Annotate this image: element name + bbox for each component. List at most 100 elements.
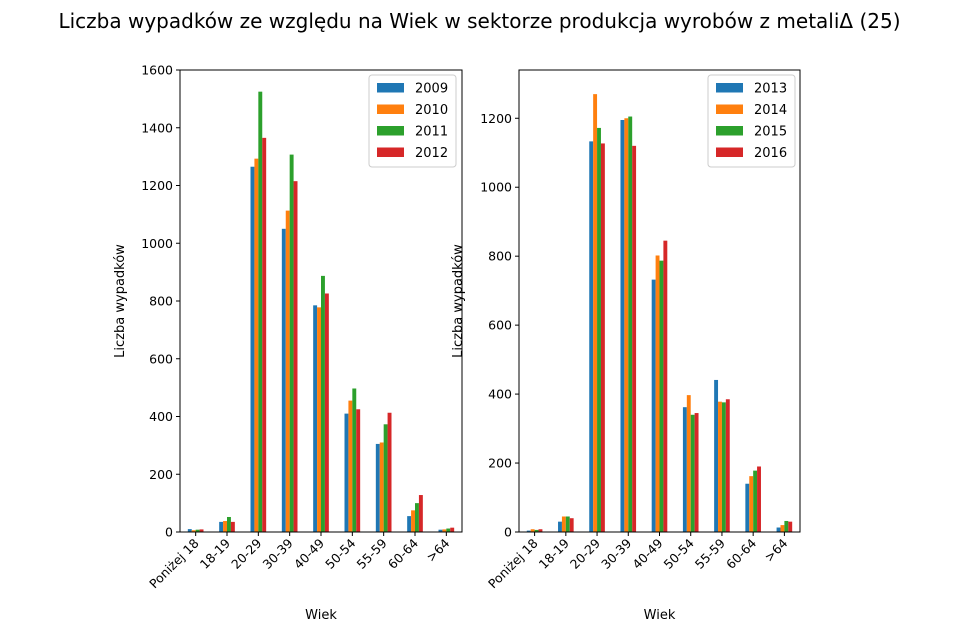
bar-2012-1: [230, 521, 235, 532]
y-tick-label: 1600: [141, 63, 173, 78]
bar-2013-8: [776, 527, 781, 532]
bar-2010-6: [379, 442, 384, 532]
bar-2016-4: [663, 240, 668, 532]
bar-2013-4: [651, 279, 656, 532]
bar-2015-6: [721, 402, 726, 532]
bar-2016-7: [757, 466, 761, 532]
bar-2012-6: [387, 412, 392, 532]
legend-swatch-2014: [716, 104, 743, 114]
x-tick-label: 40-49: [629, 535, 665, 571]
legend-label-2010: 2010: [415, 103, 448, 118]
bar-2016-5: [694, 413, 699, 532]
bar-2009-4: [313, 305, 318, 532]
bar-2010-1: [223, 521, 227, 532]
legend-swatch-2016: [716, 147, 743, 157]
x-tick-label: 20-29: [228, 535, 264, 571]
legend-swatch-2010: [377, 104, 404, 114]
legend-label-2016: 2016: [754, 146, 787, 161]
y-tick-label: 400: [149, 409, 173, 424]
bar-2015-7: [753, 470, 758, 532]
bar-2011-6: [383, 424, 388, 532]
chart-panel-1: 0 200 400 600 800 1000 1200 1400 1600 Poniżej 181…: [113, 63, 463, 623]
y-axis-label: Liczba wypadków: [113, 244, 128, 358]
legend-box: [707, 74, 796, 168]
x-tick-label: Poniżej 18: [146, 535, 202, 591]
bar-2013-6: [714, 379, 719, 532]
bar-2014-3: [624, 118, 629, 533]
x-tick-label: 50-54: [322, 535, 358, 571]
bar-2009-3: [281, 228, 286, 532]
bar-2016-8: [788, 521, 793, 532]
bar-2014-4: [655, 255, 660, 533]
bar-2016-6: [725, 399, 730, 532]
legend-label-2012: 2012: [415, 146, 448, 161]
x-tick-label: 55-59: [353, 535, 389, 571]
y-tick-label: 800: [488, 249, 512, 264]
bar-2015-2: [597, 127, 601, 533]
x-axis-label: Wiek: [644, 608, 676, 623]
bar-2009-7: [407, 516, 412, 532]
bar-2015-3: [628, 116, 633, 532]
legend: 2013 2014 2015 2016: [707, 74, 796, 168]
bar-2012-8: [450, 527, 455, 532]
x-tick-label: 20-29: [567, 535, 603, 571]
legend-swatch-2015: [716, 126, 743, 136]
bar-2010-8: [442, 529, 447, 532]
y-tick-label: 600: [149, 351, 173, 366]
legend-swatch-2011: [377, 126, 404, 136]
bar-2014-5: [686, 395, 691, 532]
bar-2011-0: [195, 529, 200, 532]
legend-box: [368, 74, 457, 168]
bar-2012-3: [293, 181, 298, 533]
bar-2010-3: [285, 210, 290, 532]
bar-2009-8: [438, 529, 443, 532]
bar-2012-4: [324, 293, 329, 532]
bar-2013-3: [620, 119, 625, 533]
x-tick-label: >64: [761, 535, 790, 564]
bar-2016-0: [538, 529, 543, 532]
legend-swatch-2012: [377, 147, 404, 157]
bar-2013-7: [745, 483, 750, 532]
bar-2009-0: [187, 529, 192, 532]
bar-2011-3: [289, 154, 294, 532]
bar-2015-1: [565, 516, 570, 532]
y-tick-label: 1400: [141, 120, 173, 135]
y-tick-label: 0: [504, 525, 512, 540]
y-tick-label: 1200: [480, 111, 512, 126]
y-axis-label: Liczba wypadków: [451, 244, 466, 358]
bar-2012-2: [262, 137, 267, 533]
bar-2011-2: [258, 91, 263, 532]
bar-2015-4: [659, 260, 664, 532]
y-tick-label: 1200: [141, 178, 173, 193]
legend-label-2015: 2015: [754, 125, 787, 140]
x-tick-label: 60-64: [385, 535, 421, 571]
legend-label-2009: 2009: [415, 82, 448, 97]
bar-2010-0: [191, 530, 196, 532]
legend-swatch-2013: [716, 83, 743, 93]
bar-2012-5: [356, 409, 361, 532]
bar-2014-7: [749, 476, 754, 532]
y-tick-label: 1000: [141, 236, 173, 251]
x-tick-label: 30-39: [598, 535, 634, 571]
chart-title: Liczba wypadków ze względu na Wiek w sek…: [58, 9, 901, 33]
y-tick-label: 800: [149, 294, 173, 309]
legend-swatch-2009: [377, 83, 404, 93]
bar-2016-3: [632, 145, 637, 532]
x-tick-label: Poniżej 18: [485, 535, 541, 591]
x-axis-label: Wiek: [305, 608, 337, 623]
bar-2012-0: [199, 529, 204, 532]
bar-2014-0: [530, 529, 535, 532]
x-tick-label: 50-54: [661, 535, 697, 571]
legend: 2009 2010 2011 2012: [368, 74, 457, 168]
bar-2010-5: [348, 400, 353, 532]
y-tick-label: 0: [165, 525, 173, 540]
bar-2013-5: [682, 407, 687, 532]
bar-2011-1: [227, 516, 231, 532]
bar-2009-2: [250, 166, 255, 533]
y-tick-label: 400: [488, 387, 512, 402]
bar-2011-4: [321, 275, 325, 532]
bar-2011-5: [352, 388, 357, 532]
bar-2011-7: [415, 503, 419, 533]
bar-2010-7: [411, 510, 415, 532]
